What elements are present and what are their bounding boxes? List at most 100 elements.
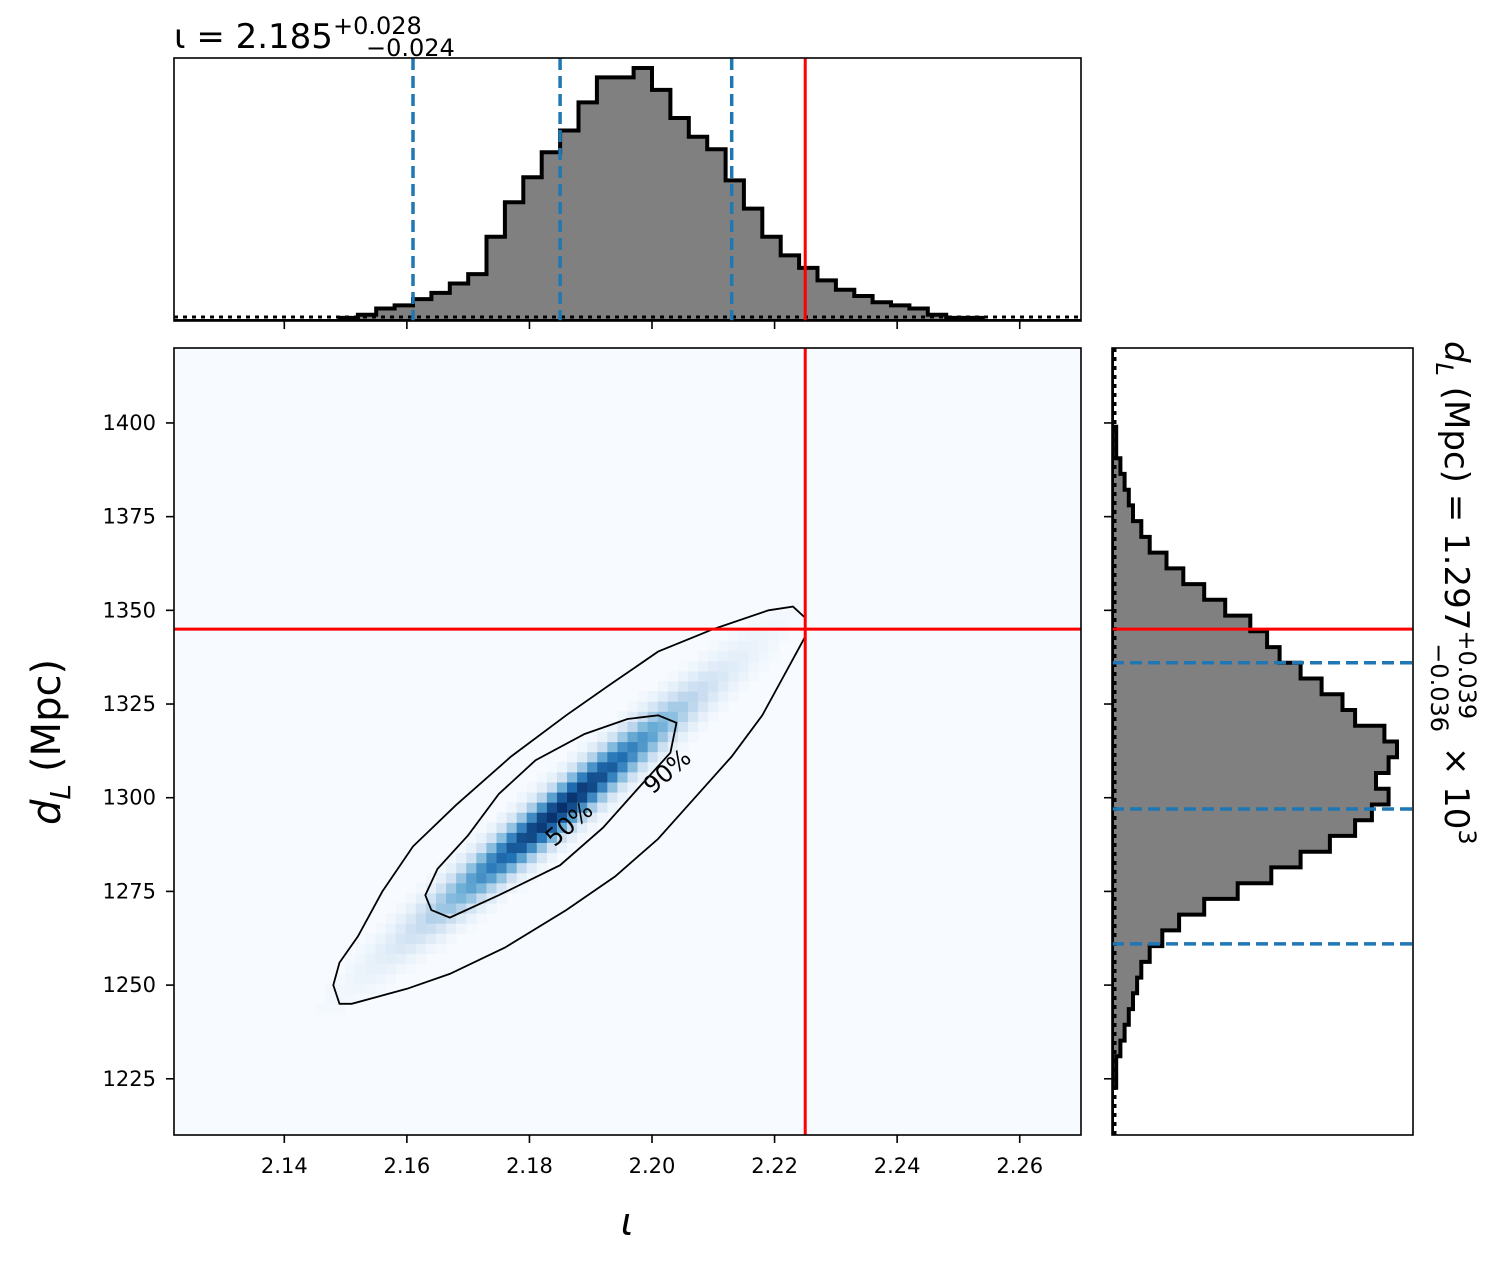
heatmap-cell — [667, 670, 679, 682]
heatmap-cell — [496, 872, 508, 884]
heatmap-cell — [627, 731, 639, 743]
heatmap-cell — [718, 691, 729, 702]
heatmap-cell — [436, 892, 447, 904]
heatmap-cell — [607, 731, 619, 743]
heatmap-cell — [667, 701, 679, 712]
heatmap-cell — [395, 902, 407, 914]
heatmap-cell — [637, 701, 649, 712]
heatmap-cell — [687, 680, 699, 692]
heatmap-cell — [587, 761, 598, 773]
heatmap-cell — [698, 691, 709, 702]
heatmap-cell — [567, 832, 578, 843]
heatmap-cell — [617, 721, 629, 733]
heatmap-cell — [546, 822, 558, 833]
title-sub: −0.024 — [366, 34, 455, 62]
heatmap-cell — [748, 630, 760, 642]
heatmap-cell — [476, 913, 488, 924]
heatmap-cell — [405, 913, 417, 924]
heatmap-cell — [768, 650, 780, 662]
heatmap-cell — [647, 771, 659, 783]
heatmap-cell — [718, 680, 729, 692]
heatmap-cell — [788, 600, 800, 611]
heatmap-cell — [405, 943, 417, 954]
heatmap-cell — [627, 771, 639, 783]
heatmap-cell — [718, 660, 729, 672]
heatmap-cell — [536, 771, 548, 783]
heatmap-cell — [577, 832, 588, 843]
heatmap-cell — [536, 842, 548, 854]
heatmap-cell — [617, 751, 629, 763]
heatmap-cell — [405, 953, 417, 965]
heatmap-cell — [466, 832, 477, 843]
heatmap-cell — [667, 680, 679, 692]
heatmap-cell — [446, 882, 457, 894]
heatmap-cell — [718, 670, 729, 682]
heatmap-cell — [617, 761, 629, 773]
heatmap-cell — [698, 711, 709, 722]
heatmap-cell — [677, 680, 689, 692]
heatmap-cell — [365, 933, 377, 944]
heatmap-cell — [768, 630, 780, 642]
heatmap-cell — [476, 822, 488, 833]
heatmap-cell — [687, 670, 699, 682]
x-tick-label: 2.26 — [996, 1154, 1043, 1178]
heatmap-cell — [405, 892, 417, 904]
heatmap-cell — [627, 711, 639, 722]
heatmap-cell — [677, 691, 689, 702]
heatmap-cell — [637, 771, 649, 783]
heatmap-cell — [486, 882, 498, 894]
x-tick-label: 2.22 — [751, 1154, 798, 1178]
heatmap-cell — [567, 761, 578, 773]
heatmap-cell — [536, 822, 548, 833]
heatmap-cell — [567, 791, 578, 803]
heatmap-cell — [405, 963, 417, 975]
heatmap-cell — [335, 1003, 346, 1015]
heatmap-cell — [536, 791, 548, 803]
heatmap-cell — [506, 852, 518, 864]
density-heatmap — [174, 348, 1081, 1135]
heatmap-cell — [345, 973, 356, 985]
top-histogram-bars — [174, 66, 1081, 321]
heatmap-cell — [425, 882, 437, 894]
heatmap-cell — [345, 963, 356, 975]
heatmap-cell — [546, 832, 558, 843]
heatmap-cell — [687, 701, 699, 712]
contour-50pct — [424, 714, 678, 919]
heatmap-cell — [315, 1003, 326, 1015]
heatmap-cell — [476, 902, 488, 914]
heatmap-cell — [536, 832, 548, 843]
x-tick-label: 2.14 — [261, 1154, 308, 1178]
heatmap-cell — [516, 822, 528, 833]
heatmap-cell — [667, 721, 679, 733]
x-tick-label: 2.16 — [383, 1154, 430, 1178]
heatmap-cell — [607, 751, 619, 763]
y-tick-label: 1350 — [103, 598, 156, 622]
heatmap-cell — [436, 923, 447, 934]
heatmap-cell — [728, 650, 739, 662]
heatmap-cell — [476, 892, 488, 904]
heatmap-cell — [456, 913, 467, 924]
heatmap-cell — [637, 761, 649, 773]
heatmap-cell — [365, 973, 377, 985]
heatmap-cell — [567, 771, 578, 783]
heatmap-cell — [617, 731, 629, 743]
heatmap-cell — [627, 741, 639, 753]
heatmap-cell — [425, 892, 437, 904]
heatmap-cell — [577, 761, 588, 773]
heatmap-cell — [556, 791, 568, 803]
heatmap-cell — [698, 721, 709, 733]
heatmap-cell — [375, 943, 387, 954]
heatmap-cell — [355, 943, 367, 954]
heatmap-cell — [647, 731, 659, 743]
heatmap-cell — [506, 842, 518, 854]
heatmap-cell — [456, 923, 467, 934]
heatmap-cell — [446, 913, 457, 924]
heatmap-cell — [698, 670, 709, 682]
heatmap-cell — [476, 862, 488, 874]
heatmap-cell — [415, 882, 427, 894]
heatmap-cell — [526, 812, 538, 823]
heatmap-cell — [335, 993, 346, 1005]
right-label-exp: 3 — [1453, 829, 1481, 844]
heatmap-cell — [577, 741, 588, 753]
joint-panel: 50%90% 2.14 2.16 2.18 2.20 2.22 2.24 2.26 1225… — [24, 347, 1082, 1244]
